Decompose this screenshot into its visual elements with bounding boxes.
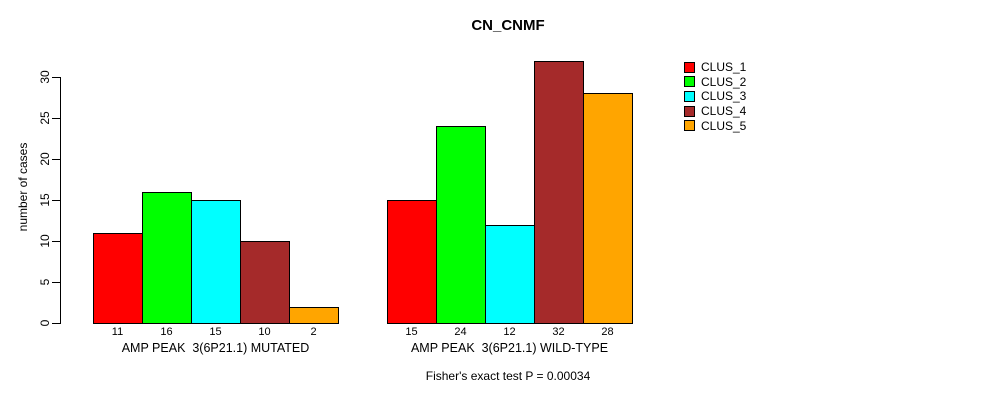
legend-swatch-icon	[684, 105, 695, 117]
bar-value-label: 15	[405, 326, 418, 338]
legend-item-clus_3: CLUS_3	[684, 89, 746, 104]
bar-clus_4-group1	[240, 241, 290, 324]
legend-swatch-icon	[684, 61, 695, 73]
legend-label: CLUS_3	[701, 89, 747, 104]
legend-label: CLUS_1	[701, 60, 747, 75]
y-tick-mark	[52, 158, 60, 160]
bar-clus_4-group2	[534, 60, 584, 324]
y-tick-label: 30	[38, 70, 52, 84]
y-tick-mark	[52, 117, 60, 119]
bar-value-label: 12	[503, 326, 516, 338]
chart-title: CN_CNMF	[471, 17, 545, 34]
bar-value-label: 15	[209, 326, 222, 338]
y-axis-line	[60, 77, 61, 324]
bar-value-label: 10	[258, 326, 271, 338]
x-axis-group-label: AMP PEAK 3(6P21.1) WILD-TYPE	[410, 341, 609, 355]
y-tick-label: 10	[38, 234, 52, 248]
legend-swatch-icon	[684, 76, 695, 88]
y-tick-label: 25	[38, 111, 52, 125]
bar-clus_1-group1	[93, 232, 143, 324]
y-tick-mark	[52, 240, 60, 242]
legend-item-clus_2: CLUS_2	[684, 75, 746, 90]
bar-clus_2-group2	[436, 126, 486, 324]
legend-label: CLUS_5	[701, 118, 747, 133]
x-axis-group-label: AMP PEAK 3(6P21.1) MUTATED	[121, 341, 310, 355]
legend-label: CLUS_4	[701, 104, 747, 119]
legend: CLUS_1 CLUS_2 CLUS_3 CLUS_4 CLUS_5	[684, 60, 746, 133]
bar-value-label: 32	[552, 326, 565, 338]
legend-label: CLUS_2	[701, 74, 747, 89]
y-tick-label: 5	[38, 278, 52, 286]
bar-clus_1-group2	[387, 200, 437, 324]
legend-item-clus_4: CLUS_4	[684, 104, 746, 119]
bar-clus_5-group2	[583, 93, 633, 324]
bar-value-label: 24	[454, 326, 467, 338]
bar-clus_2-group1	[142, 191, 192, 324]
bar-value-label: 11	[111, 326, 124, 338]
y-tick-label: 15	[38, 193, 52, 207]
y-tick-label: 20	[38, 152, 52, 166]
y-tick-mark	[52, 322, 60, 324]
bar-value-label: 2	[310, 326, 317, 338]
bar-clus_3-group1	[191, 200, 241, 324]
y-axis-label: number of cases	[16, 142, 30, 232]
bar-value-label: 16	[160, 326, 173, 338]
y-tick-mark	[52, 199, 60, 201]
legend-item-clus_5: CLUS_5	[684, 118, 746, 133]
legend-swatch-icon	[684, 120, 695, 132]
bar-value-label: 28	[601, 326, 614, 338]
bar-clus_3-group2	[485, 224, 535, 324]
y-tick-label: 0	[38, 319, 52, 327]
legend-item-clus_1: CLUS_1	[684, 60, 746, 75]
y-tick-mark	[52, 76, 60, 78]
legend-swatch-icon	[684, 90, 695, 102]
fisher-test-annotation: Fisher's exact test P = 0.00034	[425, 369, 591, 383]
bar-clus_5-group1	[289, 306, 339, 324]
y-tick-mark	[52, 281, 60, 283]
